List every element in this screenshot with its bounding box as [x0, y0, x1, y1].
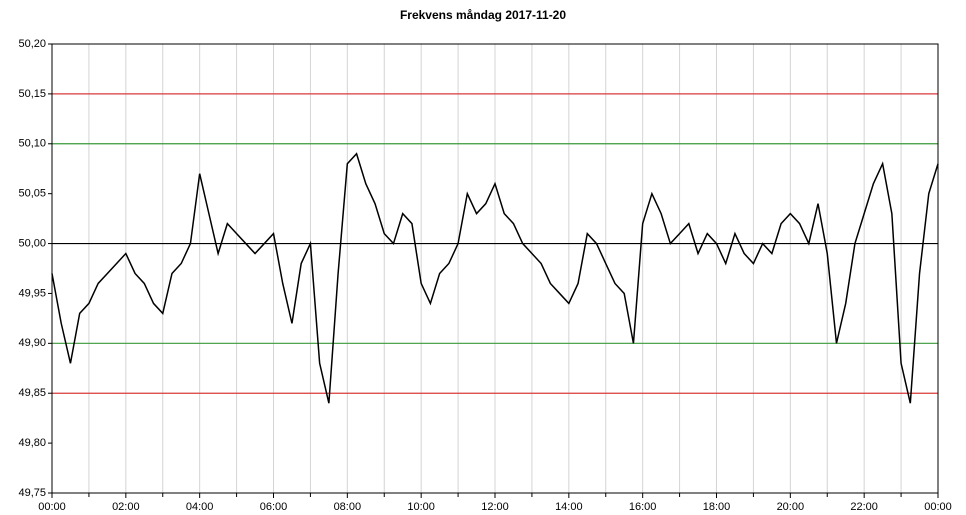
y-tick-label: 50,00: [18, 237, 46, 249]
y-tick-label: 50,05: [18, 188, 46, 200]
y-tick-label: 49,80: [18, 437, 46, 449]
y-tick-label: 50,20: [18, 38, 46, 50]
x-tick-label: 00:00: [924, 501, 952, 513]
y-tick-label: 49,85: [18, 387, 46, 399]
x-tick-label: 22:00: [850, 501, 878, 513]
plot-frame: [51, 43, 939, 494]
y-tick-label: 49,90: [18, 337, 46, 349]
y-tick-label: 50,15: [18, 88, 46, 100]
y-tick-label: 49,95: [18, 287, 46, 299]
x-tick-label: 02:00: [112, 501, 140, 513]
y-tick-label: 49,75: [18, 487, 46, 499]
x-tick-label: 04:00: [186, 501, 214, 513]
chart-title: Frekvens måndag 2017-11-20: [400, 8, 566, 22]
x-tick-label: 16:00: [629, 501, 657, 513]
x-tick-label: 08:00: [334, 501, 362, 513]
x-tick-label: 14:00: [555, 501, 583, 513]
y-tick-label: 50,10: [18, 138, 46, 150]
x-tick-label: 10:00: [407, 501, 435, 513]
x-tick-label: 18:00: [703, 501, 731, 513]
x-tick-label: 06:00: [260, 501, 288, 513]
x-tick-label: 00:00: [38, 501, 66, 513]
data-line: [51, 152, 939, 404]
x-tick-label: 20:00: [777, 501, 805, 513]
x-tick-label: 12:00: [481, 501, 509, 513]
